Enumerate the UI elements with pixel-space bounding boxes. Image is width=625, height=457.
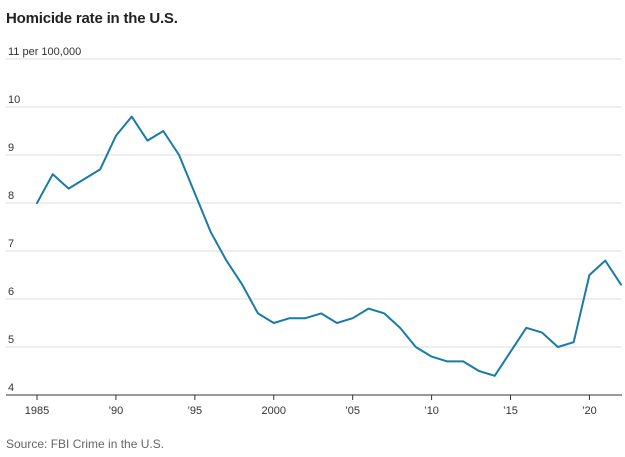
- y-tick-label: 5: [8, 334, 14, 346]
- x-tick-label: ’90: [109, 405, 124, 417]
- x-tick-label: ’15: [503, 405, 518, 417]
- y-axis-labels: 4 5 6 7 8 9 10 11 per 100,000: [8, 46, 81, 394]
- y-tick-label: 8: [8, 190, 14, 202]
- y-tick-label: 4: [8, 382, 14, 394]
- y-tick-label: 6: [8, 286, 14, 298]
- y-tick-label: 7: [8, 238, 14, 250]
- data-series: [36, 115, 622, 377]
- x-tick-label: ’20: [582, 405, 597, 417]
- line-chart: 4 5 6 7 8 9 10 11 per 100,000 1985 ’90 ’95 2000 ’05…: [6, 46, 622, 417]
- y-tick-label: 10: [8, 94, 20, 106]
- chart-title: Homicide rate in the U.S.: [6, 10, 178, 27]
- y-tick-label: 9: [8, 142, 14, 154]
- x-tick-label: ’95: [187, 405, 202, 417]
- x-axis: 1985 ’90 ’95 2000 ’05 ’10 ’15 ’20: [6, 394, 622, 417]
- x-tick-label: ’05: [345, 405, 360, 417]
- x-tick-label: 1985: [25, 405, 49, 417]
- gridlines: [6, 58, 622, 348]
- y-tick-label: 11 per 100,000: [8, 46, 81, 58]
- x-tick-label: ’10: [424, 405, 439, 417]
- series-line: [36, 115, 622, 377]
- x-tick-label: 2000: [262, 405, 286, 417]
- source-note: Source: FBI Crime in the U.S.: [6, 437, 165, 451]
